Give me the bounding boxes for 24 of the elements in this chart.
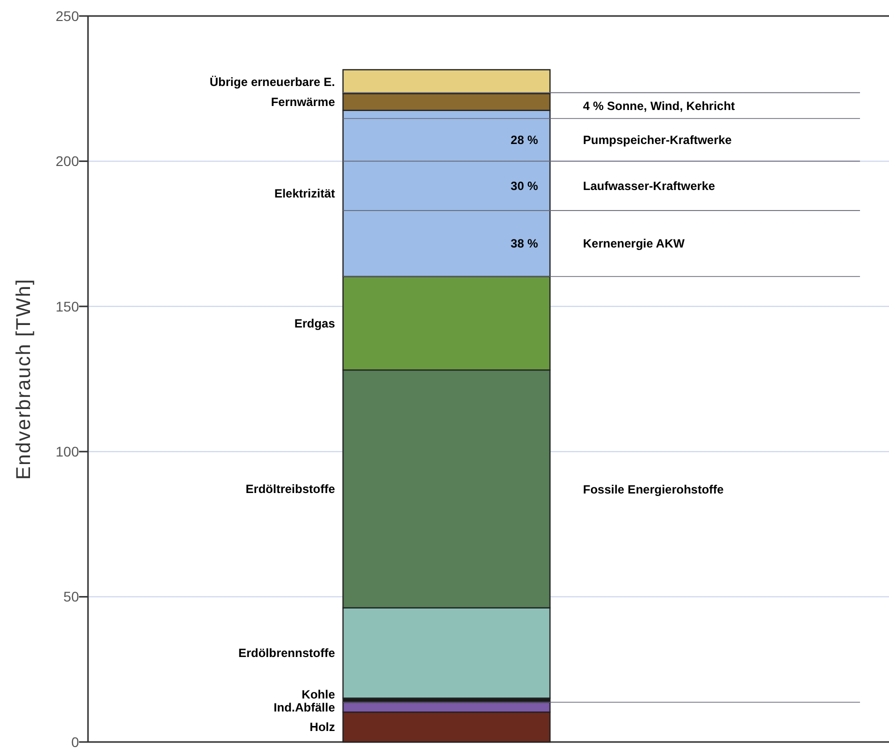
annotation: 38 % [510, 236, 538, 251]
ref-line-label: Laufwasser-Kraftwerke [583, 179, 716, 194]
annotation: 28 % [510, 133, 538, 148]
ref-line-label: 4 % Sonne, Wind, Kehricht [583, 98, 735, 113]
series-label: Elektrizität [274, 186, 335, 201]
y-tick-label: 150 [56, 298, 80, 314]
y-tick-label: 200 [56, 153, 80, 170]
series-label: Erdölbrennstoffe [238, 646, 336, 660]
y-tick-label: 0 [71, 734, 80, 750]
series-label: Fernwärme [270, 95, 336, 110]
series-label: Übrige erneuerbare E. [210, 74, 335, 89]
ref-line-label: Pumpspeicher-Kraftwerke [583, 133, 732, 148]
y-tick-label: 100 [56, 444, 80, 460]
series-label: Erdgas [294, 316, 336, 330]
series-label: Kohle [302, 687, 336, 702]
series-label: Erdöltreibstoffe [246, 482, 336, 496]
annotation: 30 % [510, 179, 538, 194]
y-tick-label: 50 [63, 588, 80, 605]
series-label: Ind.Abfälle [274, 700, 336, 714]
annotation: Fossile Energierohstoffe [583, 482, 724, 497]
ref-line-label: Kernenergie AKW [583, 236, 686, 251]
y-axis-title: Endverbrauch [TWh] [13, 278, 35, 480]
y-tick-label: 250 [56, 8, 80, 24]
series-label: Holz [310, 720, 335, 734]
